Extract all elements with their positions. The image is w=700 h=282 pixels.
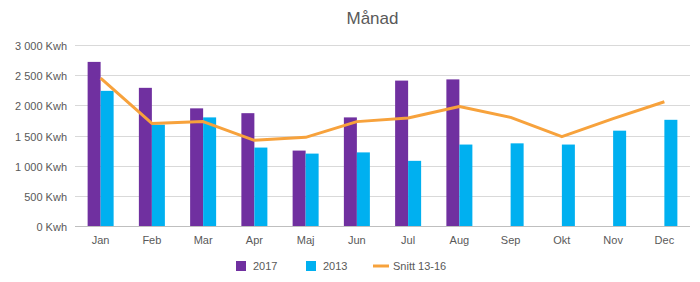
bar (88, 62, 101, 226)
chart-svg: Månad 0 Kwh 500 Kwh 1 000 Kwh 1 500 Kwh 2 000… (0, 0, 700, 282)
bar (613, 131, 626, 226)
legend-swatch (373, 265, 389, 268)
y-tick-label: 2 000 Kwh (15, 100, 67, 112)
bar (357, 152, 370, 226)
bar (306, 154, 319, 226)
x-tick-label: Okt (553, 234, 570, 246)
bar (562, 145, 575, 226)
y-tick-label: 0 Kwh (36, 221, 67, 233)
y-tick-label: 500 Kwh (24, 191, 67, 203)
grid-line (75, 105, 690, 106)
bar (203, 117, 216, 226)
x-tick-label: Jun (348, 234, 366, 246)
bar (152, 125, 165, 226)
grid-line (75, 196, 690, 197)
grid-line (75, 166, 690, 167)
plot-marks (88, 62, 678, 226)
bar (139, 88, 152, 226)
x-tick-label: Apr (246, 234, 263, 246)
bar (511, 143, 524, 226)
bar (459, 145, 472, 226)
bar (254, 148, 267, 226)
x-tick-label: Jul (401, 234, 415, 246)
x-tick-label: Sep (501, 234, 521, 246)
legend-label: Snitt 13-16 (393, 260, 446, 272)
x-tick-label: Feb (142, 234, 161, 246)
bar (395, 81, 408, 226)
x-tick-label: Maj (297, 234, 315, 246)
legend-label: 2013 (323, 260, 347, 272)
bar (446, 79, 459, 226)
bar (664, 120, 677, 226)
x-tick-label: Dec (655, 234, 675, 246)
chart-title: Månad (347, 9, 399, 28)
y-tick-label: 1 500 Kwh (15, 131, 67, 143)
y-tick-label: 3 000 Kwh (15, 40, 67, 52)
grid-line (75, 136, 690, 137)
y-tick-label: 1 000 Kwh (15, 161, 67, 173)
bar (293, 151, 306, 226)
legend: 2017 2013 Snitt 13-16 (236, 260, 446, 272)
x-tick-label: Nov (603, 234, 623, 246)
y-tick-label: 2 500 Kwh (15, 70, 67, 82)
grid-line (75, 226, 690, 227)
legend-label: 2017 (253, 260, 277, 272)
bar (101, 91, 114, 226)
bar (344, 117, 357, 226)
bar (408, 161, 421, 226)
grid-line (75, 45, 690, 46)
x-tick-label: Mar (194, 234, 213, 246)
bar (241, 113, 254, 226)
x-tick-label: Aug (450, 234, 470, 246)
line (101, 78, 665, 140)
chart-container: Månad 0 Kwh 500 Kwh 1 000 Kwh 1 500 Kwh 2 000… (0, 0, 700, 282)
grid-line (75, 75, 690, 76)
legend-swatch (236, 261, 246, 271)
legend-swatch (306, 261, 316, 271)
x-tick-label: Jan (92, 234, 110, 246)
bar (190, 108, 203, 226)
